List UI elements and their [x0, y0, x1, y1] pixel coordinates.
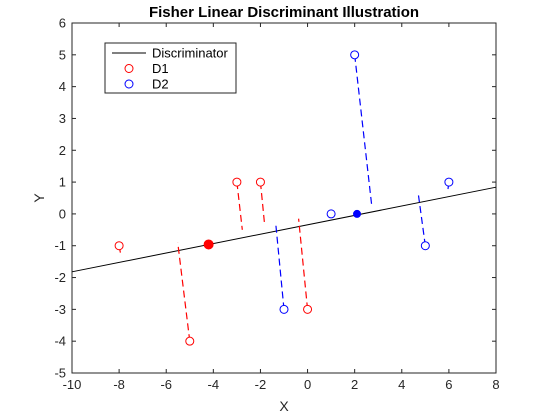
x-tick-label: 8 [492, 377, 499, 392]
y-tick-label: 2 [59, 143, 66, 158]
y-tick-label: -2 [54, 270, 66, 285]
d1-mean-projection [203, 239, 214, 250]
d1-projection-line [259, 182, 266, 226]
y-tick-label: 5 [59, 47, 66, 62]
legend-label-discriminator: Discriminator [152, 46, 229, 61]
d2-projection-line [275, 223, 285, 310]
x-axis-label: X [279, 398, 289, 414]
d1-point [185, 336, 195, 346]
d2-mean-projection [353, 209, 362, 218]
d2-point [350, 50, 360, 60]
x-tick-label: 2 [351, 377, 358, 392]
legend-swatch-d2 [124, 79, 134, 89]
y-tick-label: 6 [59, 16, 66, 31]
d1-point [232, 177, 242, 187]
x-tick-label: 4 [398, 377, 405, 392]
y-tick-label: -4 [54, 334, 66, 349]
x-tick-label: 6 [445, 377, 452, 392]
y-tick-label: 0 [59, 206, 66, 221]
legend-label-d2: D2 [152, 77, 169, 92]
x-tick-label: -8 [113, 377, 125, 392]
y-tick-label: -1 [54, 238, 66, 253]
d2-point [420, 241, 430, 251]
legend-swatch-d1 [124, 64, 134, 73]
x-tick-label: -4 [208, 377, 220, 392]
d1-point [114, 241, 124, 251]
y-tick-label: 3 [59, 111, 66, 126]
d2-projection-line [417, 195, 426, 246]
d1-point [255, 177, 265, 187]
y-tick-label: 1 [59, 175, 66, 190]
x-tick-label: -10 [63, 377, 82, 392]
discriminator-line [71, 186, 497, 273]
d2-projection-line [354, 54, 373, 205]
d1-projection-line [177, 242, 191, 342]
d1-point [303, 304, 313, 314]
y-tick-label: 4 [59, 79, 66, 94]
x-tick-label: 0 [304, 377, 311, 392]
d2-point [279, 304, 289, 314]
x-tick-label: -6 [160, 377, 172, 392]
y-tick-label: -3 [54, 302, 66, 317]
chart-title: Fisher Linear Discriminant Illustration [149, 4, 419, 21]
d2-point [326, 209, 336, 219]
legend-label-d1: D1 [152, 61, 169, 76]
d1-projection-line [236, 182, 243, 230]
d2-point [444, 177, 454, 187]
x-tick-label: -2 [255, 377, 267, 392]
d1-projection-line [298, 218, 309, 310]
y-axis-label: Y [31, 193, 47, 203]
y-tick-label: -5 [54, 366, 66, 381]
